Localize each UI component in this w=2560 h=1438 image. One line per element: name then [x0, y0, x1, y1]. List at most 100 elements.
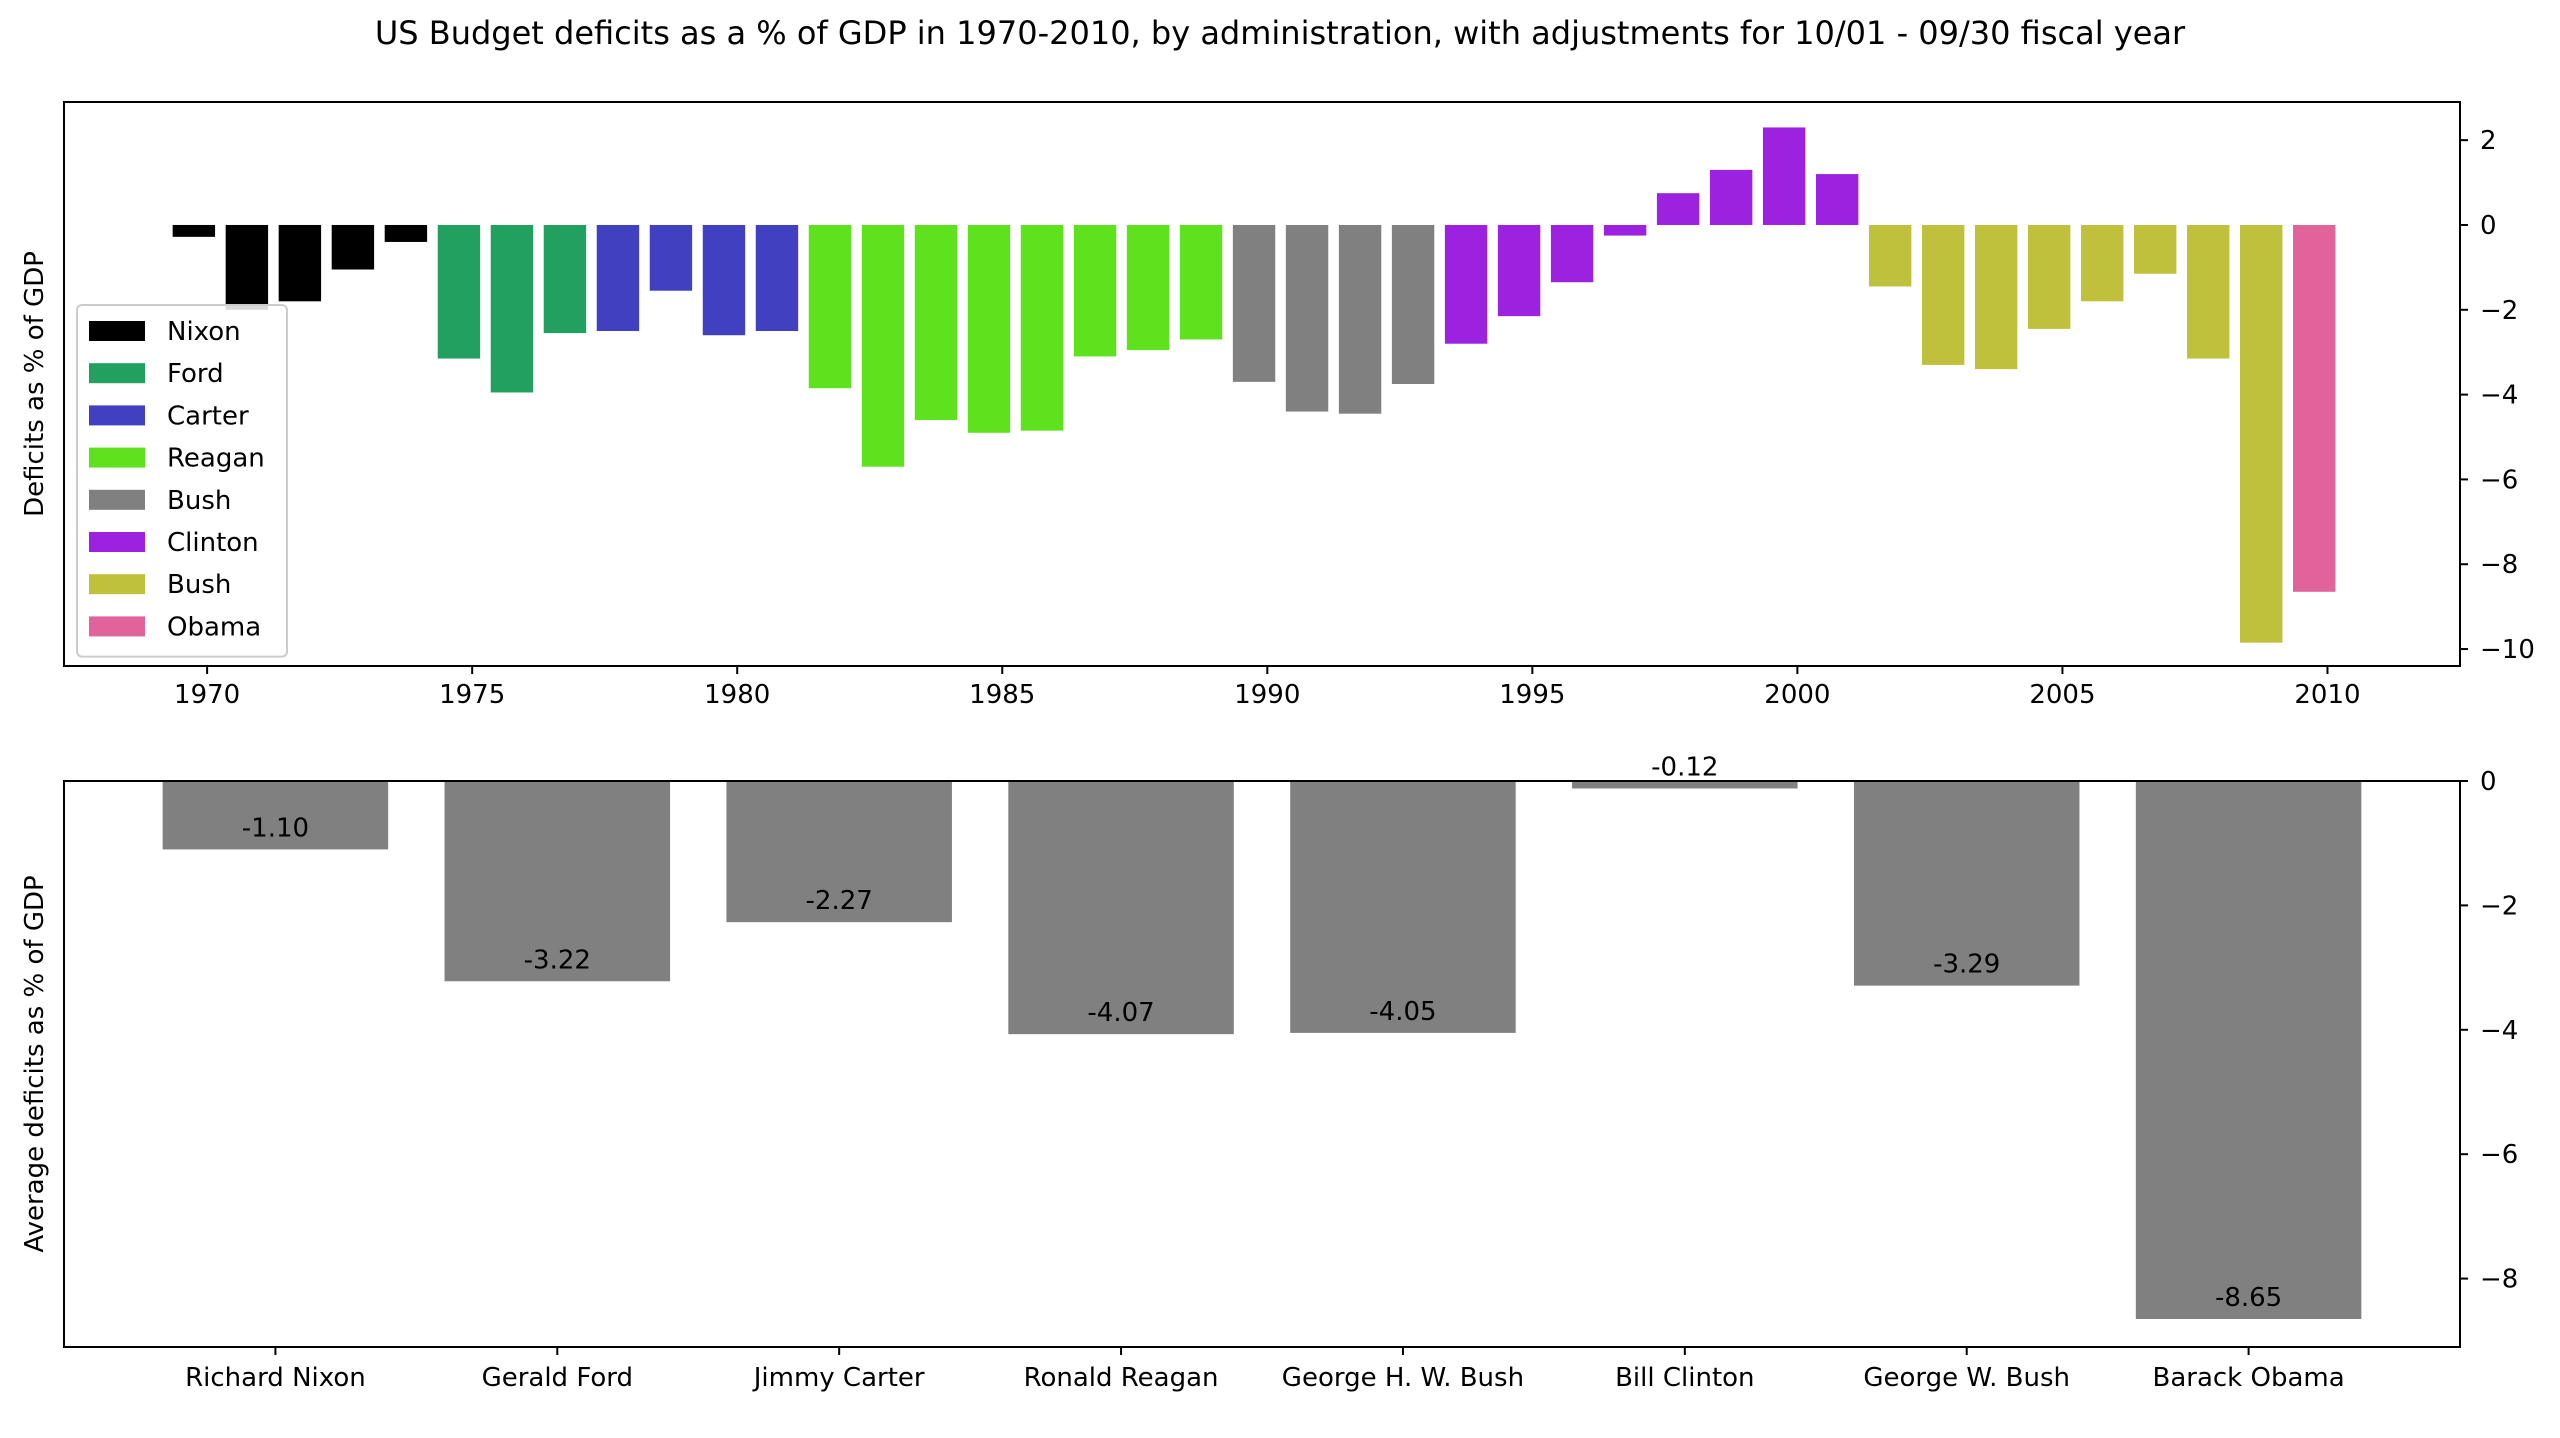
legend-label: Reagan	[167, 444, 265, 474]
top-x-tick-label: 1980	[704, 680, 770, 710]
legend-label: Bush	[167, 486, 231, 516]
bar-reagan-3-7	[1179, 224, 1223, 340]
bar-nixon-0-3	[331, 224, 375, 270]
legend-label: Nixon	[167, 317, 241, 347]
bar-bush-4-2	[1338, 224, 1382, 414]
bottom-bars-group: -1.10 -3.22 -2.27 -4.07 -4.05 -0.12 -3.29 -8.65	[162, 752, 2362, 1320]
avg-bar-value-label: -4.05	[1369, 997, 1436, 1027]
legend-label: Obama	[167, 612, 261, 642]
bar-bush-6-6	[2187, 224, 2230, 359]
bottom-y-tick-label: 0	[2480, 767, 2497, 797]
legend-swatch-bush	[89, 489, 145, 510]
bar-bush-4-1	[1285, 224, 1329, 412]
bar-clinton-5-7	[1815, 174, 1859, 225]
top-y-tick-label: −4	[2480, 381, 2518, 411]
top-axes-frame	[63, 101, 2461, 667]
category-label: George W. Bush	[1863, 1363, 2070, 1393]
top-y-tick-label: −8	[2480, 550, 2518, 580]
top-x-tick-label: 1970	[174, 680, 240, 710]
bar-ford-1-0	[437, 224, 481, 359]
avg-bar-value-label: -0.12	[1651, 752, 1718, 782]
top-x-tick-label: 1975	[439, 680, 505, 710]
bar-nixon-0-1	[225, 224, 269, 310]
bar-reagan-3-3	[967, 224, 1011, 433]
legend-label: Carter	[167, 401, 249, 431]
legend-swatch-reagan	[89, 447, 145, 468]
bar-bush-6-3	[2027, 224, 2071, 329]
figure-title: US Budget deficits as a % of GDP in 1970…	[375, 14, 2186, 52]
bar-carter-2-3	[755, 224, 799, 331]
bar-clinton-5-1	[1497, 224, 1541, 317]
bar-reagan-3-6	[1126, 224, 1170, 351]
avg-bar-4	[1290, 781, 1516, 1033]
top-x-tick-label: 1985	[969, 680, 1035, 710]
bottom-axes-frame	[63, 780, 2461, 1348]
bar-clinton-5-4	[1656, 193, 1700, 225]
avg-bar-1	[444, 781, 671, 982]
legend: Nixon Ford Carter Reagan Bush Clinton Bush Obam…	[76, 304, 288, 658]
avg-bar-value-label: -8.65	[2215, 1283, 2282, 1313]
top-bars-group	[172, 127, 2336, 643]
category-label: Bill Clinton	[1615, 1363, 1754, 1393]
bar-reagan-3-2	[914, 224, 958, 421]
top-y-tick-label: −6	[2480, 465, 2518, 495]
bar-bush-4-3	[1391, 224, 1435, 384]
bar-reagan-3-0	[808, 224, 852, 389]
category-label: George H. W. Bush	[1282, 1363, 1524, 1393]
bottom-y-tick-label: −2	[2480, 891, 2518, 921]
top-y-tick-label: 2	[2480, 126, 2497, 156]
bar-clinton-5-6	[1762, 127, 1806, 225]
bottom-y-axis-label: Average deficits as % of GDP	[20, 875, 50, 1252]
avg-bar-5	[1572, 781, 1798, 789]
legend-box	[76, 304, 288, 658]
bar-nixon-0-2	[278, 224, 322, 302]
bar-ford-1-1	[490, 224, 534, 393]
legend-swatch-clinton	[89, 532, 145, 552]
bar-carter-2-2	[702, 224, 746, 336]
bar-bush-4-0	[1232, 224, 1276, 382]
category-label: Jimmy Carter	[752, 1363, 925, 1393]
top-ticks-group: 1970 1975 1980 1985 1990 1995 2000 2005 2010 2 0 −2…	[174, 126, 2535, 710]
top-x-tick-label: 2005	[2029, 680, 2095, 710]
top-y-tick-label: 0	[2480, 211, 2497, 241]
bar-reagan-3-1	[861, 224, 905, 467]
yearly-deficit-chart: Deficits as % of GDP 1970 1975 1980 1985 199…	[20, 101, 2535, 710]
bar-nixon-0-4	[384, 224, 428, 242]
bar-bush-6-1	[1921, 224, 1965, 365]
avg-bar-value-label: -3.29	[1933, 950, 2000, 980]
avg-bar-3	[1008, 781, 1234, 1035]
legend-label: Bush	[167, 570, 231, 600]
legend-swatch-nixon	[89, 321, 145, 341]
avg-bar-6	[1853, 781, 2080, 986]
bar-reagan-3-4	[1020, 224, 1064, 431]
bar-bush-6-2	[1974, 224, 2018, 370]
top-y-tick-label: −2	[2480, 296, 2518, 326]
top-x-tick-label: 1995	[1499, 680, 1565, 710]
legend-label: Clinton	[167, 528, 259, 558]
avg-bar-value-label: -3.22	[524, 945, 591, 975]
bar-clinton-5-3	[1603, 224, 1647, 236]
bar-obama-7-0	[2293, 224, 2336, 592]
legend-swatch-ford	[89, 363, 145, 384]
bar-clinton-5-2	[1550, 224, 1594, 283]
top-x-tick-label: 2010	[2294, 680, 2360, 710]
avg-bar-7	[2135, 781, 2362, 1320]
bottom-y-tick-label: −6	[2480, 1140, 2518, 1170]
top-x-tick-label: 1990	[1234, 680, 1300, 710]
bar-nixon-0-0	[172, 224, 216, 237]
bar-clinton-5-0	[1444, 224, 1488, 344]
category-label: Richard Nixon	[185, 1363, 366, 1393]
bottom-y-tick-label: −8	[2480, 1265, 2518, 1295]
bar-bush-6-7	[2240, 224, 2283, 643]
category-label: Ronald Reagan	[1024, 1363, 1219, 1393]
bar-carter-2-0	[596, 224, 640, 331]
average-deficit-chart: Average deficits as % of GDP -1.10-3.22-…	[20, 752, 2518, 1393]
avg-bar-value-label: -4.07	[1087, 998, 1154, 1028]
bar-carter-2-1	[649, 224, 693, 291]
bar-bush-6-0	[1868, 224, 1912, 287]
top-y-tick-label: −10	[2480, 635, 2535, 665]
legend-label: Ford	[167, 359, 224, 389]
top-y-axis-label: Deficits as % of GDP	[20, 251, 50, 517]
top-x-tick-label: 2000	[1764, 680, 1830, 710]
